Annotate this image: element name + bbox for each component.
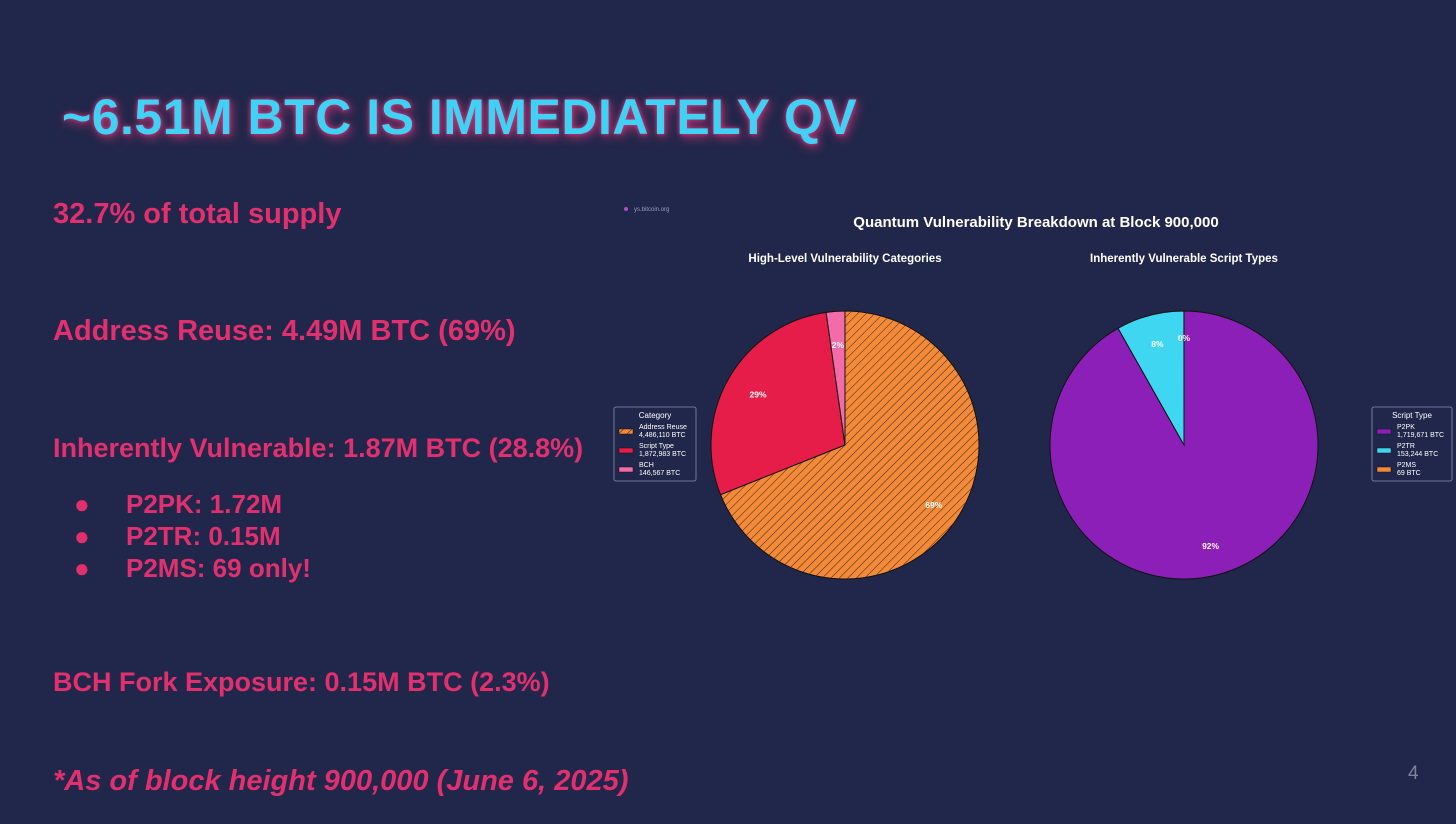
legend-entry-name: P2PK xyxy=(1397,424,1415,431)
legend-entry-name: Address Reuse xyxy=(639,424,687,431)
legend-swatch-hatch xyxy=(619,429,633,434)
chart-title: High-Level Vulnerability Categories xyxy=(748,253,941,265)
legend-swatch-p2ms xyxy=(1377,467,1391,472)
legend-title: Script Type xyxy=(1392,411,1432,420)
legend-swatch-p2pk xyxy=(1377,429,1391,434)
pie-chart-2: Inherently Vulnerable Script Types 92% 8% 0… xyxy=(1050,253,1452,579)
chart-suptitle: Quantum Vulnerability Breakdown at Block… xyxy=(853,214,1218,231)
legend-entry-name: P2MS xyxy=(1397,462,1416,469)
legend-swatch-bch xyxy=(619,467,633,472)
pie-pct-label: 0% xyxy=(1178,333,1191,343)
pie-pct-label: 2% xyxy=(832,340,845,350)
pie-pct-label: 92% xyxy=(1202,541,1219,551)
chart-title: Inherently Vulnerable Script Types xyxy=(1090,253,1278,265)
legend-entry-name: P2TR xyxy=(1397,443,1415,450)
pie-pct-label: 29% xyxy=(750,390,767,400)
legend-entry-value: 146,567 BTC xyxy=(639,470,680,477)
pie-pct-label: 69% xyxy=(925,500,942,510)
legend-entry-value: 1,719,671 BTC xyxy=(1397,432,1444,439)
legend-swatch-script-type xyxy=(619,448,633,453)
legend-swatch-p2tr xyxy=(1377,448,1391,453)
legend-entry-value: 4,486,110 BTC xyxy=(639,432,686,439)
legend-entry-value: 153,244 BTC xyxy=(1397,451,1438,458)
legend-title: Category xyxy=(639,411,671,420)
legend-entry-value: 1,872,983 BTC xyxy=(639,451,686,458)
legend-entry-name: BCH xyxy=(639,462,654,469)
legend-entry-name: Script Type xyxy=(639,443,674,450)
legend-entry-value: 69 BTC xyxy=(1397,470,1421,477)
pie-pct-label: 8% xyxy=(1151,339,1164,349)
pie-chart-1: High-Level Vulnerability Categories 69% 29… xyxy=(614,253,979,579)
